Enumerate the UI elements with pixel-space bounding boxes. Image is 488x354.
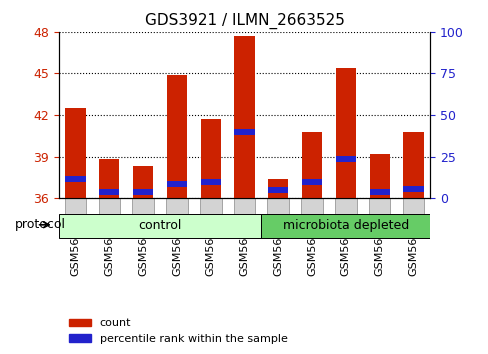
FancyBboxPatch shape xyxy=(368,198,389,223)
Bar xyxy=(234,129,254,135)
FancyBboxPatch shape xyxy=(261,214,429,238)
Bar xyxy=(166,75,187,198)
Bar xyxy=(133,166,153,198)
Text: microbiota depleted: microbiota depleted xyxy=(282,219,408,232)
FancyBboxPatch shape xyxy=(402,198,424,223)
Bar xyxy=(369,189,389,195)
Bar xyxy=(65,176,85,182)
Bar xyxy=(133,189,153,195)
FancyBboxPatch shape xyxy=(334,198,356,223)
Bar xyxy=(267,187,288,193)
Bar xyxy=(335,156,355,162)
Legend: count, percentile rank within the sample: count, percentile rank within the sample xyxy=(64,314,291,348)
FancyBboxPatch shape xyxy=(59,214,261,238)
Bar xyxy=(369,154,389,198)
Bar xyxy=(267,179,288,198)
Bar xyxy=(200,179,221,185)
Bar xyxy=(403,186,423,192)
Bar xyxy=(200,119,221,198)
FancyBboxPatch shape xyxy=(233,198,255,223)
Title: GDS3921 / ILMN_2663525: GDS3921 / ILMN_2663525 xyxy=(144,13,344,29)
Text: control: control xyxy=(138,219,182,232)
Bar xyxy=(234,36,254,198)
Bar xyxy=(301,179,322,185)
Bar xyxy=(301,132,322,198)
Text: protocol: protocol xyxy=(15,218,65,231)
Bar xyxy=(99,159,119,198)
Bar xyxy=(335,68,355,198)
FancyBboxPatch shape xyxy=(166,198,187,223)
FancyBboxPatch shape xyxy=(267,198,288,223)
Bar xyxy=(65,108,85,198)
FancyBboxPatch shape xyxy=(200,198,221,223)
FancyBboxPatch shape xyxy=(301,198,322,223)
FancyBboxPatch shape xyxy=(64,198,86,223)
Bar xyxy=(99,189,119,195)
FancyBboxPatch shape xyxy=(132,198,154,223)
FancyBboxPatch shape xyxy=(99,198,120,223)
Bar xyxy=(166,181,187,187)
Bar xyxy=(403,132,423,198)
